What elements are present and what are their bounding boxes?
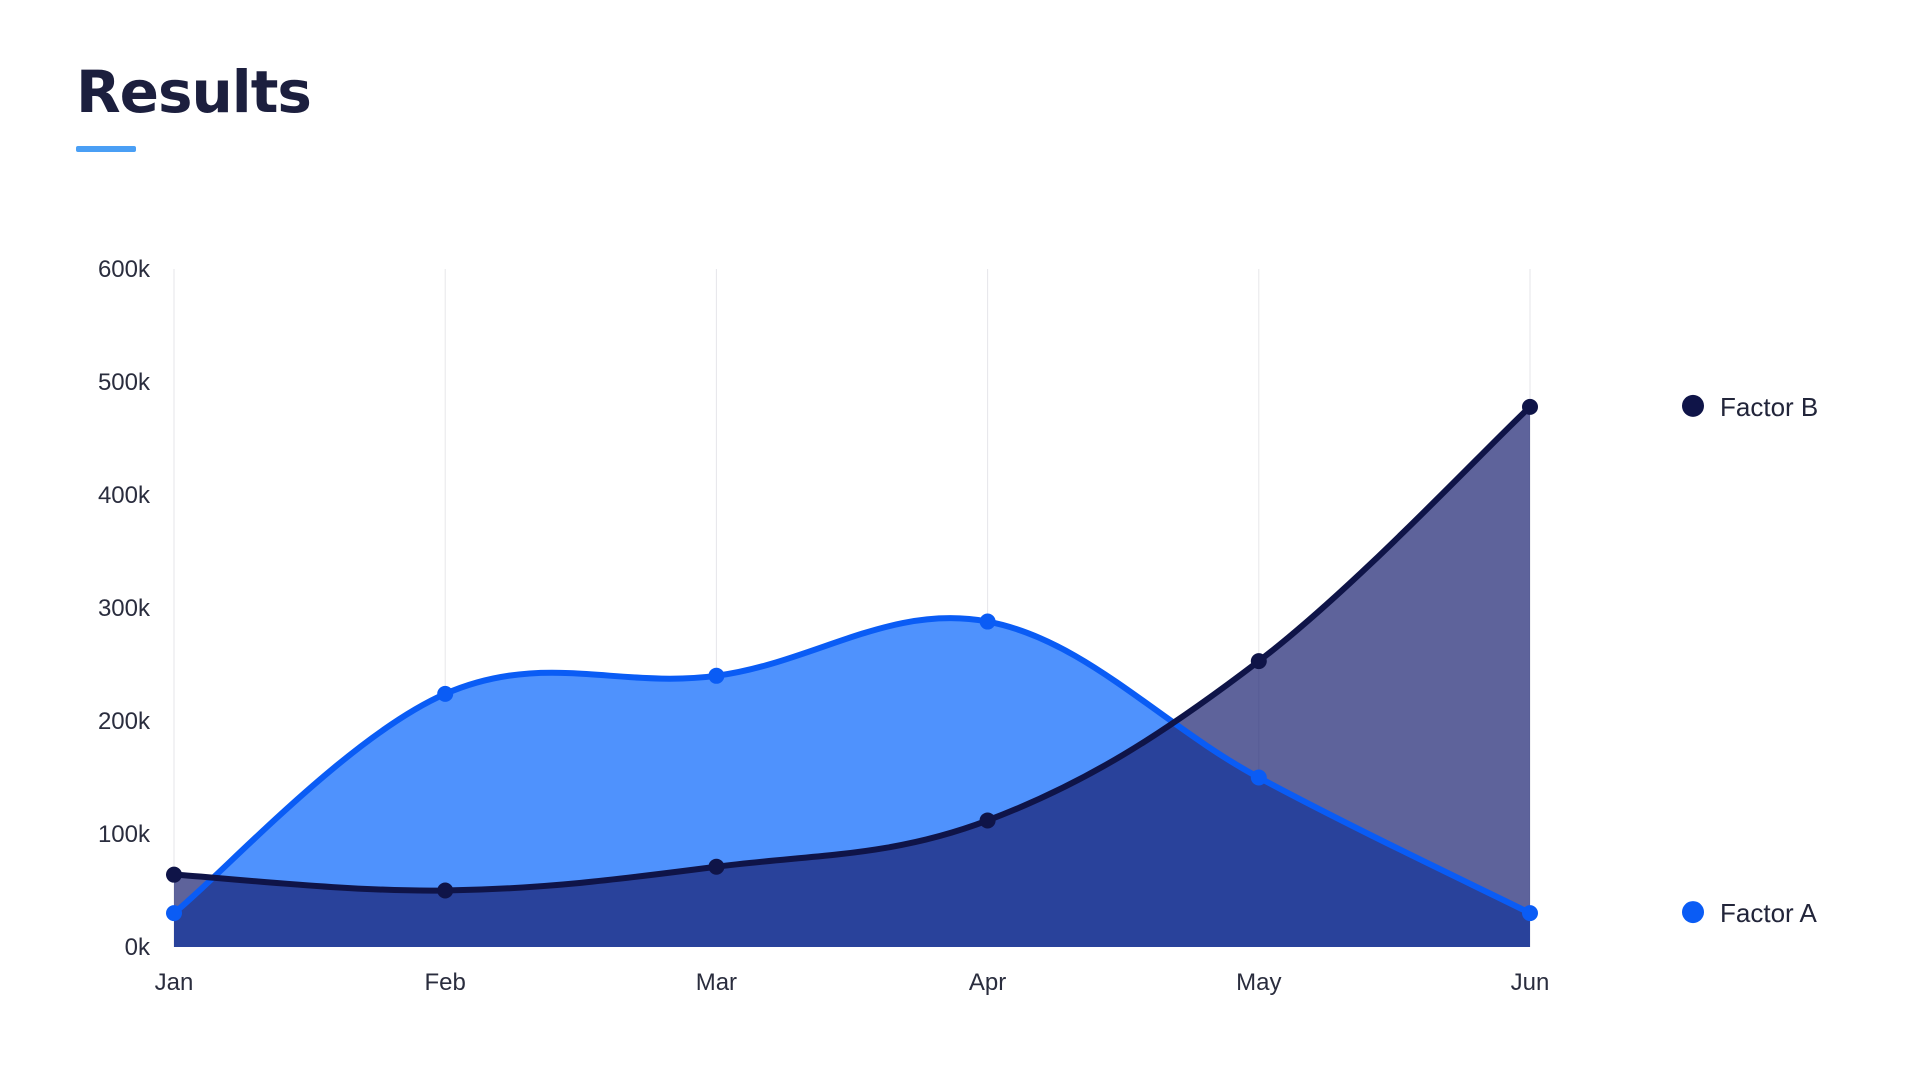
factor-a-point-feb <box>437 685 454 702</box>
legend-item-factor-a: Factor A <box>1682 898 1817 928</box>
legend-label-factor-b: Factor B <box>1720 392 1818 422</box>
series-points <box>166 398 1538 922</box>
y-tick-label: 200k <box>98 708 151 735</box>
x-tick-label: Apr <box>969 969 1006 996</box>
y-tick-label: 100k <box>98 821 151 848</box>
y-tick-label: 300k <box>98 595 151 622</box>
series-areas <box>174 406 1530 947</box>
factor-a-point-apr <box>979 613 996 630</box>
factor-a-point-mar <box>708 667 725 684</box>
x-tick-label: Feb <box>425 969 466 996</box>
x-axis-ticks: Jan Feb Mar Apr May Jun <box>155 969 1550 996</box>
legend-marker-factor-b <box>1682 394 1704 417</box>
factor-b-point-jun <box>1522 398 1538 415</box>
factor-b-point-may <box>1250 653 1267 670</box>
y-axis-ticks: 0k 100k 200k 300k 400k 500k 600k <box>98 256 151 961</box>
x-tick-label: Jun <box>1511 969 1550 996</box>
legend-label-factor-a: Factor A <box>1720 898 1817 928</box>
y-tick-label: 400k <box>98 482 151 509</box>
x-tick-label: May <box>1236 969 1281 996</box>
y-tick-label: 500k <box>98 369 151 396</box>
title-underline <box>76 146 136 152</box>
legend-marker-factor-a <box>1682 901 1704 924</box>
factor-a-line <box>171 615 1533 917</box>
legend: Factor A Factor B <box>1682 392 1818 928</box>
series-lines <box>171 403 1533 917</box>
factor-b-point-mar <box>708 858 725 875</box>
x-tick-label: Jan <box>155 969 194 996</box>
factor-b-point-feb <box>437 882 454 899</box>
page-title: Results <box>76 58 312 126</box>
y-tick-label: 600k <box>98 256 151 283</box>
factor-a-point-jan <box>166 905 182 922</box>
factor-b-area <box>174 406 1530 947</box>
legend-item-factor-b: Factor B <box>1682 392 1818 422</box>
factor-b-point-jan <box>166 866 182 883</box>
factor-a-point-jun <box>1522 905 1538 922</box>
factor-b-point-apr <box>979 812 996 829</box>
x-tick-label: Mar <box>696 969 737 996</box>
factor-b-line <box>171 403 1533 894</box>
factor-a-point-may <box>1250 769 1267 786</box>
y-tick-label: 0k <box>125 934 151 961</box>
